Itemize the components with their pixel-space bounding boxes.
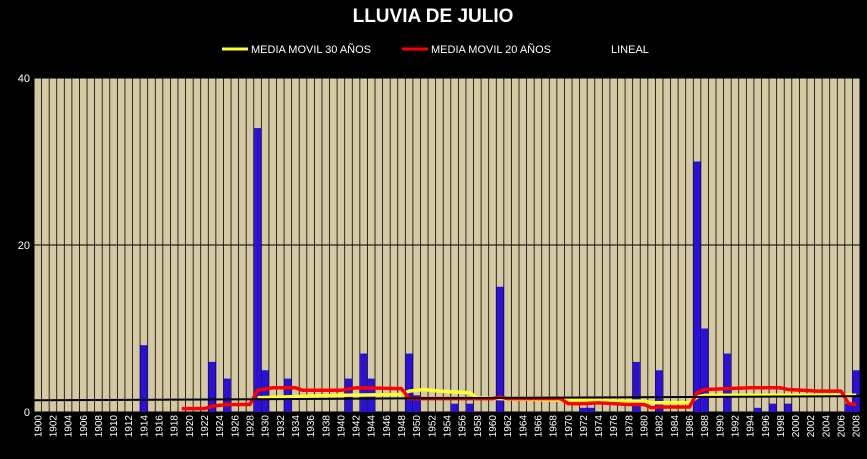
x-tick-label: 1954 (443, 415, 454, 438)
x-tick-label: 1946 (382, 415, 393, 438)
x-tick-label: 1900 (33, 415, 44, 438)
x-tick-label: 1952 (427, 415, 438, 438)
x-tick-label: 1958 (473, 415, 484, 438)
legend-label-trend: LINEAL (611, 44, 649, 56)
x-tick-label: 1924 (215, 415, 226, 438)
x-tick-label: 1990 (715, 415, 726, 438)
x-tick-label: 1948 (397, 415, 408, 438)
trend-line (33, 395, 861, 402)
rain-bar-1991 (723, 353, 731, 412)
x-tick-label: 1910 (109, 415, 120, 438)
legend-label-ma30: MEDIA MOVIL 30 AÑOS (251, 43, 371, 56)
legend-label-ma20: MEDIA MOVIL 20 AÑOS (431, 43, 551, 56)
x-tick-label: 1964 (518, 415, 529, 438)
rain-bar-1930 (261, 370, 269, 412)
x-tick-label: 1980 (640, 415, 651, 438)
x-tick-label: 1908 (94, 415, 105, 438)
y-tick-label: 40 (18, 73, 30, 85)
x-tick-label: 2004 (821, 415, 832, 438)
rain-bar-1973 (587, 407, 595, 412)
x-tick-label: 1962 (503, 415, 514, 438)
x-tick-label: 1944 (367, 415, 378, 438)
x-tick-label: 1930 (261, 415, 272, 438)
legend: MEDIA MOVIL 30 AÑOS MEDIA MOVIL 20 AÑOS … (222, 43, 649, 56)
rain-bar-1979 (632, 361, 640, 412)
rain-bar-1929 (254, 128, 262, 412)
rain-bar-1999 (784, 403, 792, 412)
x-tick-label: 1950 (412, 415, 423, 438)
y-tick-label: 20 (18, 240, 30, 252)
rain-bar-1988 (701, 328, 709, 412)
rain-bar-1957 (466, 403, 474, 412)
ma20-line (181, 386, 857, 411)
x-tick-label: 1974 (594, 415, 605, 438)
x-tick-label: 1922 (200, 415, 211, 438)
x-tick-label: 1914 (139, 415, 150, 438)
x-tick-label: 1982 (655, 415, 666, 438)
rain-bar-1949 (405, 353, 413, 412)
x-tick-label: 1912 (124, 415, 135, 438)
y-axis-ticks: 0 20 40 (18, 73, 30, 419)
x-tick-label: 1996 (761, 415, 772, 438)
rain-bar-1943 (360, 353, 368, 412)
x-tick-label: 1988 (700, 415, 711, 438)
x-tick-label: 1938 (321, 415, 332, 438)
rain-bar-1925 (223, 378, 231, 412)
x-tick-label: 1940 (336, 415, 347, 438)
x-tick-label: 1992 (730, 415, 741, 438)
rain-bar-2008 (852, 370, 860, 412)
rain-bar-1961 (496, 286, 504, 412)
rain-bar-1972 (579, 407, 587, 412)
rain-bar-1987 (693, 161, 701, 412)
x-tick-label: 1902 (48, 415, 59, 438)
rain-bar-1914 (140, 345, 148, 412)
x-tick-label: 1984 (670, 415, 681, 438)
x-tick-label: 2006 (837, 415, 848, 438)
x-tick-label: 1986 (685, 415, 696, 438)
x-tick-label: 1916 (155, 415, 166, 438)
x-tick-label: 1904 (64, 415, 75, 438)
x-tick-label: 2002 (806, 415, 817, 438)
x-tick-label: 1972 (579, 415, 590, 438)
x-tick-label: 1942 (352, 415, 363, 438)
x-tick-label: 1998 (776, 415, 787, 438)
x-tick-label: 1932 (276, 415, 287, 438)
x-tick-label: 1956 (458, 415, 469, 438)
x-tick-label: 1920 (185, 415, 196, 438)
x-tick-label: 1928 (245, 415, 256, 438)
x-tick-label: 1918 (170, 415, 181, 438)
rain-bar-1950 (413, 395, 421, 412)
x-tick-label: 1926 (230, 415, 241, 438)
x-tick-label: 2000 (791, 415, 802, 438)
rain-bar-1997 (769, 403, 777, 412)
rain-bar-2007 (845, 403, 853, 412)
rain-bar-1995 (754, 407, 762, 412)
rain-bar-1923 (208, 361, 216, 412)
chart-title: LLUVIA DE JULIO (353, 6, 514, 27)
rain-bar-1982 (655, 370, 663, 412)
x-tick-label: 1994 (746, 415, 757, 438)
x-tick-label: 1968 (549, 415, 560, 438)
rain-bar-1955 (451, 403, 459, 412)
x-tick-label: 1966 (533, 415, 544, 438)
x-tick-label: 1936 (306, 415, 317, 438)
x-tick-label: 1960 (488, 415, 499, 438)
x-tick-label: 2008 (852, 415, 863, 438)
x-tick-label: 1934 (291, 415, 302, 438)
y-tick-label: 0 (24, 407, 30, 419)
x-tick-label: 1906 (79, 415, 90, 438)
x-tick-label: 1970 (564, 415, 575, 438)
x-axis-ticks: 1900 1902 1904 1906 1908 1910 1912 1914 1916 1918… (33, 415, 862, 438)
x-tick-label: 1976 (609, 415, 620, 438)
x-tick-label: 1978 (624, 415, 635, 438)
